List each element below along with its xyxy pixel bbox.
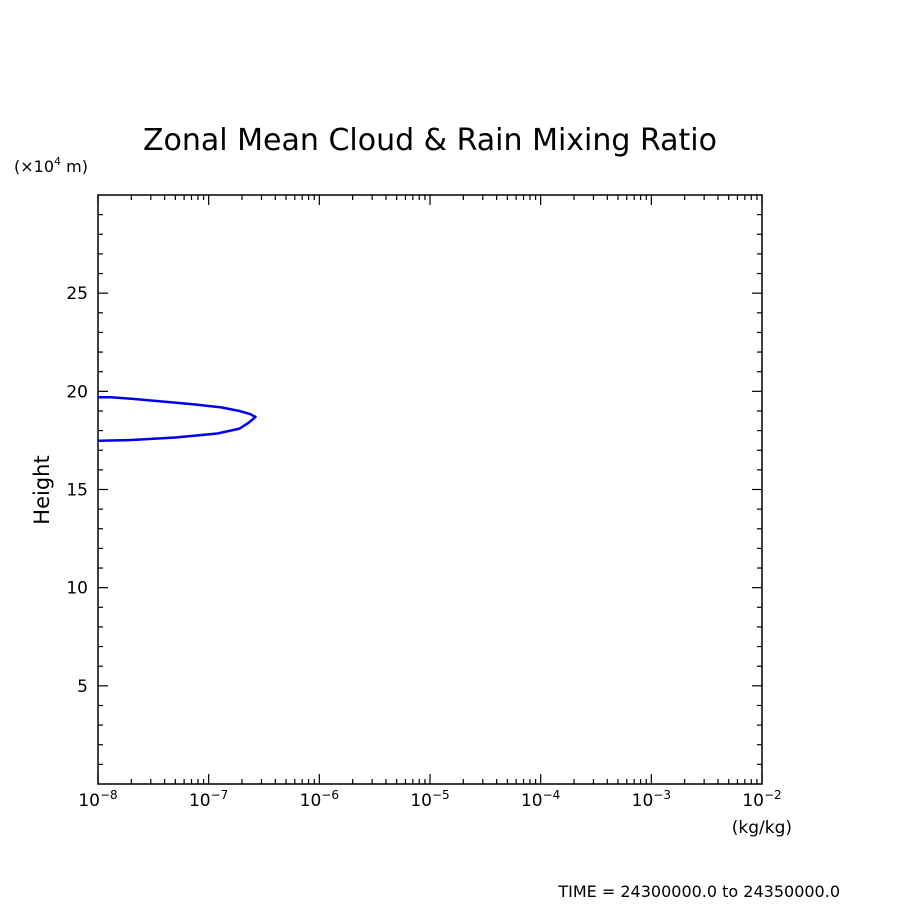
x-tick-label: 10−6 bbox=[300, 788, 339, 811]
y-tick-label: 10 bbox=[66, 579, 88, 599]
y-tick-label: 15 bbox=[66, 481, 88, 501]
axis-ticks bbox=[97, 195, 763, 784]
y-tick-labels: 5 10 15 20 25 bbox=[66, 284, 88, 697]
x-tick-label: 10−5 bbox=[410, 788, 449, 811]
time-range-footer: TIME = 24300000.0 to 24350000.0 bbox=[557, 882, 840, 901]
y-tick-label: 20 bbox=[66, 382, 88, 402]
data-series bbox=[97, 395, 257, 443]
y-axis-units: (×104 m) bbox=[14, 155, 88, 176]
series-line bbox=[97, 395, 257, 443]
x-tick-label: 10−4 bbox=[521, 788, 560, 811]
plot-frame bbox=[97, 194, 763, 785]
x-axis-label: (kg/kg) bbox=[732, 818, 792, 838]
y-tick-label: 25 bbox=[66, 284, 88, 304]
y-tick-label: 5 bbox=[77, 677, 88, 697]
x-tick-label: 10−2 bbox=[742, 788, 781, 811]
x-tick-label: 10−7 bbox=[189, 788, 228, 811]
y-axis-label: Height bbox=[30, 455, 54, 524]
chart-title: Zonal Mean Cloud & Rain Mixing Ratio bbox=[143, 123, 717, 158]
x-tick-label: 10−3 bbox=[632, 788, 671, 811]
x-tick-label: 10−8 bbox=[78, 788, 117, 811]
x-tick-labels: 10−8 10−7 10−6 10−5 10−4 10−3 10−2 bbox=[78, 788, 781, 811]
